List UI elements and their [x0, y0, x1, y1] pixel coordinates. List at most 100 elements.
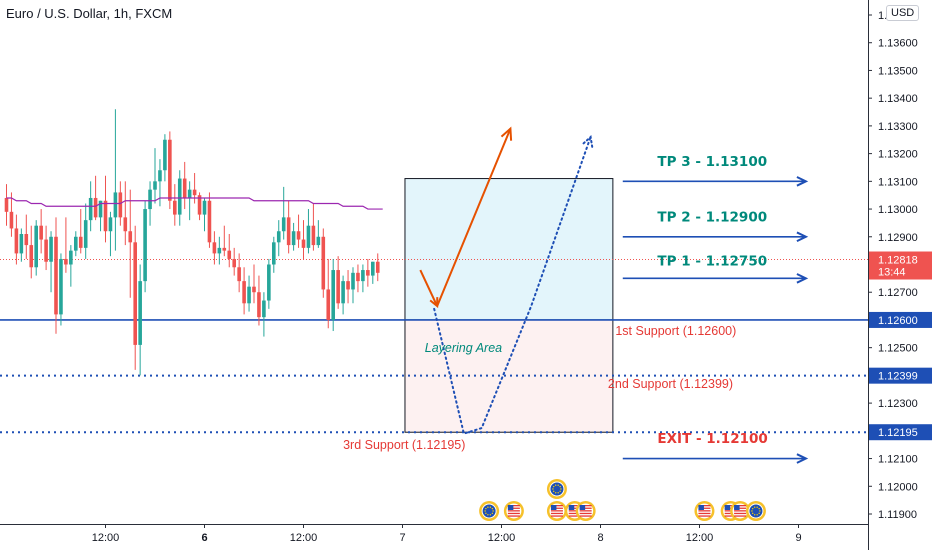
candle-body[interactable]	[267, 264, 271, 301]
candle-body[interactable]	[222, 247, 227, 251]
candle-body[interactable]	[276, 231, 281, 243]
candle-body[interactable]	[192, 189, 197, 196]
candle-body[interactable]	[197, 195, 202, 215]
candle-body[interactable]	[341, 281, 345, 304]
candle-body[interactable]	[39, 225, 43, 240]
candle-body[interactable]	[306, 225, 311, 248]
candle-body[interactable]	[177, 178, 182, 215]
candle-body[interactable]	[366, 270, 370, 276]
candle-body[interactable]	[371, 261, 375, 276]
dotted-projection-path[interactable]	[433, 135, 594, 435]
us-flag-icon[interactable]	[546, 501, 567, 521]
candle-body[interactable]	[301, 239, 306, 248]
candle-body[interactable]	[118, 192, 123, 218]
candle-body[interactable]	[272, 242, 276, 265]
candle-body[interactable]	[262, 300, 266, 318]
candle-body[interactable]	[153, 181, 157, 190]
price-tick-label: 1.12000	[878, 481, 918, 493]
candle-body[interactable]	[316, 236, 321, 246]
candle-body[interactable]	[163, 139, 167, 171]
candle-body[interactable]	[54, 236, 58, 315]
candle-body[interactable]	[346, 281, 350, 290]
candle-body[interactable]	[49, 236, 53, 262]
candle-body[interactable]	[44, 239, 48, 262]
us-flag-icon[interactable]	[503, 501, 524, 521]
candle-body[interactable]	[217, 247, 222, 254]
eu-flag-icon[interactable]	[546, 479, 567, 499]
currency-button[interactable]: USD	[886, 5, 920, 21]
candle-body[interactable]	[375, 261, 380, 273]
candle-body[interactable]	[227, 250, 232, 259]
layering-zone[interactable]	[404, 319, 614, 433]
candle-body[interactable]	[103, 200, 108, 232]
candle-body[interactable]	[138, 281, 142, 345]
candle-body[interactable]	[108, 217, 113, 232]
candle-body[interactable]	[29, 245, 34, 268]
candle-body[interactable]	[83, 220, 88, 248]
candle-body[interactable]	[356, 272, 360, 282]
candle-body[interactable]	[247, 286, 251, 304]
candle-body[interactable]	[361, 270, 365, 282]
candle-body[interactable]	[202, 200, 207, 215]
candle-body[interactable]	[88, 197, 93, 221]
candle-body[interactable]	[331, 270, 335, 320]
candle-body[interactable]	[78, 236, 83, 248]
candle-body[interactable]	[14, 228, 19, 254]
candle-body[interactable]	[4, 197, 9, 212]
candle-body[interactable]	[128, 231, 133, 243]
candle-body[interactable]	[281, 217, 286, 232]
us-flag-icon[interactable]	[730, 501, 751, 521]
candle-body[interactable]	[143, 209, 147, 282]
candle-body[interactable]	[326, 289, 331, 320]
take-profit-arrow[interactable]	[622, 273, 809, 284]
candle-body[interactable]	[133, 242, 137, 345]
candle-body[interactable]	[24, 234, 29, 246]
candle-body[interactable]	[257, 292, 261, 318]
candle-body[interactable]	[252, 286, 256, 293]
exit-arrow[interactable]	[622, 453, 809, 464]
candle-body[interactable]	[291, 231, 296, 246]
solid-projection-arrow[interactable]	[419, 126, 513, 309]
us-stripe	[550, 507, 563, 509]
candle-body[interactable]	[296, 231, 301, 240]
candle-body[interactable]	[173, 200, 177, 215]
take-profit-arrow[interactable]	[622, 176, 809, 187]
us-flag-icon[interactable]	[575, 501, 596, 521]
candle-body[interactable]	[93, 197, 98, 218]
candle-body[interactable]	[336, 270, 340, 304]
candle-body[interactable]	[69, 250, 73, 265]
target-zone[interactable]	[404, 178, 614, 321]
eu-star	[485, 507, 487, 510]
candle-body[interactable]	[19, 234, 24, 254]
economic-events[interactable]	[479, 479, 766, 521]
candle-body[interactable]	[113, 192, 118, 218]
candle-body[interactable]	[9, 211, 14, 229]
candle-body[interactable]	[148, 189, 152, 210]
us-flag-icon[interactable]	[694, 501, 715, 521]
eu-flag-icon[interactable]	[479, 501, 500, 521]
candle-body[interactable]	[242, 281, 246, 304]
candle-body[interactable]	[351, 272, 355, 290]
candle-body[interactable]	[158, 170, 162, 182]
candle-body[interactable]	[74, 236, 78, 251]
candle-body[interactable]	[64, 258, 68, 265]
candle-body[interactable]	[311, 225, 316, 246]
candle-body[interactable]	[232, 258, 236, 268]
time-axis[interactable]: 12:00 6 12:00 7 12:00 8 12:00 9	[92, 524, 802, 544]
candle-body[interactable]	[286, 217, 291, 246]
candle-body[interactable]	[59, 258, 63, 315]
candle-body[interactable]	[182, 178, 187, 198]
candle-body[interactable]	[321, 236, 326, 290]
candle-body[interactable]	[212, 242, 217, 254]
candle-body[interactable]	[207, 200, 212, 243]
candle-body[interactable]	[34, 225, 38, 268]
take-profit-arrow[interactable]	[622, 231, 809, 243]
moving-average-line[interactable]	[6, 197, 383, 210]
candle-body[interactable]	[187, 189, 192, 198]
eu-flag-icon[interactable]	[745, 501, 766, 521]
candle-body[interactable]	[123, 217, 128, 232]
candle-body[interactable]	[98, 200, 103, 218]
candle-body[interactable]	[237, 267, 241, 282]
candle-body[interactable]	[168, 139, 172, 201]
